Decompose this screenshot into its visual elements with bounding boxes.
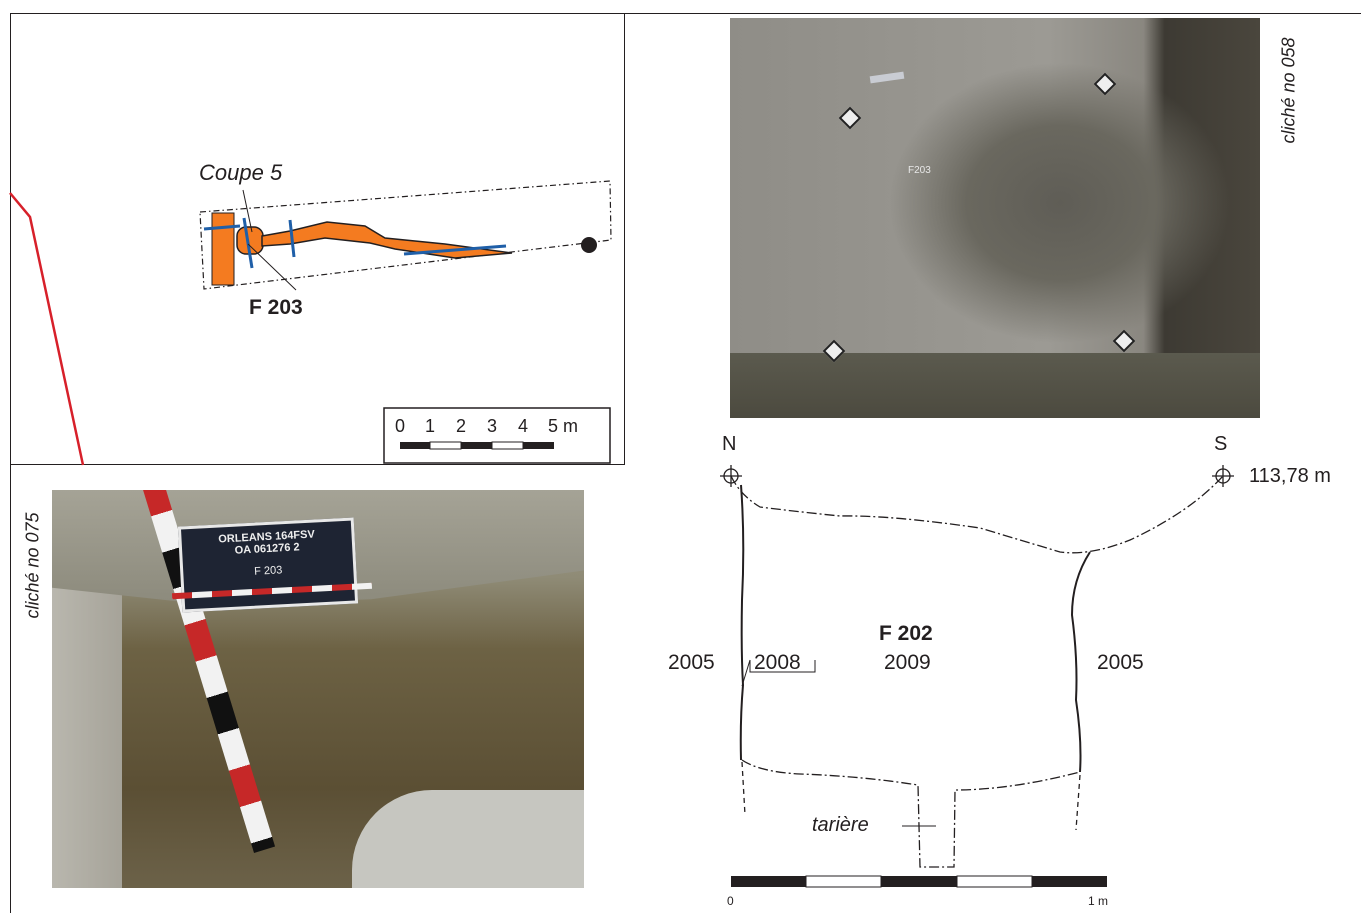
section-line-1 (203, 224, 241, 231)
feature-rect (211, 212, 235, 286)
marker-2 (1093, 72, 1117, 96)
section-north-label: N (722, 433, 737, 455)
photo-bottom-right-rock (352, 790, 584, 888)
trench-outline (199, 180, 612, 290)
section-bottom-surface (741, 759, 1081, 868)
section-scale-end: 1 m (1088, 894, 1109, 908)
photo-top-caption: cliché no 058 (1278, 37, 1299, 144)
section-feature-label: F 202 (879, 622, 933, 645)
section-south-label: S (1214, 433, 1228, 455)
section-right-wall-dashed (1075, 774, 1081, 831)
photo-bottom: ORLEANS 164FSV OA 061276 2 F 203 (52, 490, 584, 888)
photo-bottom-left-wall (52, 550, 122, 888)
section-leader (242, 189, 253, 233)
panel-divider-left (10, 465, 11, 913)
plan-scale-tick-1: 1 (425, 416, 436, 436)
section-right-wall (1070, 551, 1091, 773)
plan-scale-box (383, 407, 611, 464)
plan-feature-label: F 203 (249, 296, 303, 319)
feature-ditch (261, 221, 513, 259)
excavation-boundary (9, 192, 85, 466)
plan-drawing (9, 180, 612, 466)
plan-scale-tick-3: 3 (487, 416, 498, 436)
photo-top-feature-tag: F203 (908, 165, 931, 176)
marker-4 (1112, 329, 1136, 353)
photo-top-arrow (869, 71, 905, 84)
feature-leader (247, 243, 297, 291)
section-top-surface (730, 475, 1224, 554)
marker-1 (838, 106, 862, 130)
plan-scale-tick-2: 2 (456, 416, 467, 436)
plan-scale-tick-4: 4 (518, 416, 529, 436)
section-line-3 (288, 219, 296, 258)
photo-top: F203 (730, 18, 1260, 418)
section-left-wall-dashed (741, 761, 746, 816)
photo-bottom-caption: cliché no 075 (22, 512, 43, 619)
plan-section-label: Coupe 5 (199, 160, 283, 185)
unit-2008-leader (741, 659, 751, 687)
unit-2009: 2009 (884, 651, 931, 674)
unit-2008: 2008 (754, 651, 801, 674)
panel-divider-top (625, 13, 1361, 14)
section-left-wall (739, 484, 745, 761)
unit-left-2005: 2005 (668, 651, 715, 674)
section-elevation: 113,78 m (1249, 465, 1331, 487)
board-line-3: F 203 (253, 564, 283, 578)
section-scale-start: 0 (727, 894, 734, 908)
section-line-4 (403, 244, 507, 256)
section-drawing (720, 465, 1234, 888)
south-datum-icon (1212, 465, 1234, 487)
datum-point (581, 237, 597, 253)
auger-label: tarière (812, 814, 869, 836)
site-board: ORLEANS 164FSV OA 061276 2 F 203 (177, 517, 359, 613)
plan-scale-tick-0: 0 (395, 416, 406, 436)
photo-top-bottom-soil (730, 353, 1260, 418)
unit-2008-bracket (749, 660, 816, 673)
plan-panel (10, 13, 625, 465)
plan-scale-tick-5: 5 m (548, 416, 579, 436)
unit-right-2005: 2005 (1097, 651, 1144, 674)
section-line-2 (242, 217, 254, 269)
